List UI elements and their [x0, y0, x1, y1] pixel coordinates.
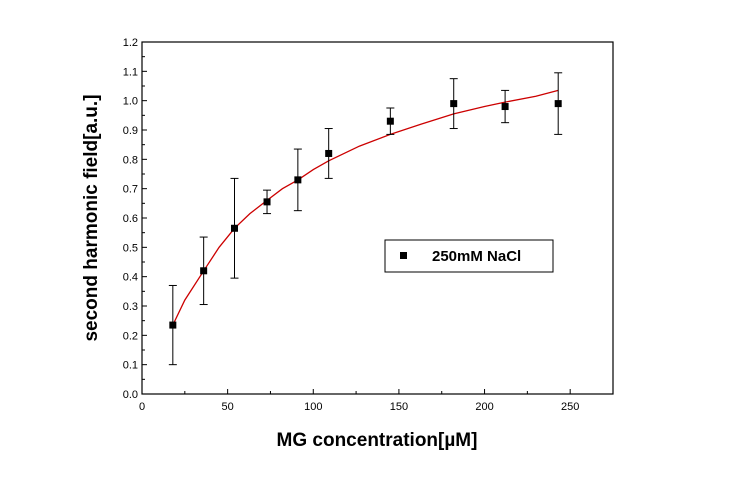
y-tick-label: 0.0 [123, 389, 138, 401]
x-axis-title: MG concentration[µM] [277, 430, 478, 451]
y-tick-label: 1.1 [123, 66, 138, 78]
x-tick-label: 250 [561, 401, 579, 413]
data-point [325, 149, 333, 157]
y-tick-label: 1.2 [123, 37, 138, 49]
x-tick-label: 0 [139, 401, 145, 413]
fit-curve [172, 89, 559, 326]
data-point [386, 117, 394, 125]
y-tick-label: 0.5 [123, 242, 138, 254]
y-tick-label: 0.8 [123, 154, 138, 166]
data-point [263, 198, 271, 206]
y-tick-label: 0.6 [123, 213, 138, 225]
x-tick-label: 200 [475, 401, 493, 413]
y-tick-label: 1.0 [123, 96, 138, 108]
legend-label: 250mM NaCl [432, 248, 521, 265]
x-tick-label: 100 [304, 401, 322, 413]
y-tick-label: 0.3 [123, 301, 138, 313]
data-point [554, 100, 562, 108]
y-tick-label: 0.2 [123, 330, 138, 342]
y-axis: 0.0 0.1 0.2 0.3 0.4 0.5 0.6 0.7 0.8 0.9 1.0 1.1 1.2 [123, 37, 147, 401]
legend: 250mM NaCl [384, 239, 554, 273]
data-point [169, 321, 177, 329]
data-point [200, 267, 208, 275]
legend-marker [400, 252, 407, 259]
data-point [450, 100, 458, 108]
data-point [294, 176, 302, 184]
fit-curve-layer [172, 89, 559, 326]
data-point [501, 103, 509, 111]
data-points-layer [168, 72, 563, 366]
x-tick-label: 50 [222, 401, 234, 413]
data-point [230, 224, 238, 232]
y-tick-label: 0.7 [123, 184, 138, 196]
legend-box [384, 239, 554, 273]
y-axis-title: second harmonic field[a.u.] [81, 94, 102, 341]
y-tick-label: 0.1 [123, 360, 138, 372]
y-tick-label: 0.9 [123, 125, 138, 137]
y-tick-label: 0.4 [123, 272, 138, 284]
x-tick-label: 150 [390, 401, 408, 413]
x-axis: 0 50 100 150 200 250 [139, 389, 579, 413]
